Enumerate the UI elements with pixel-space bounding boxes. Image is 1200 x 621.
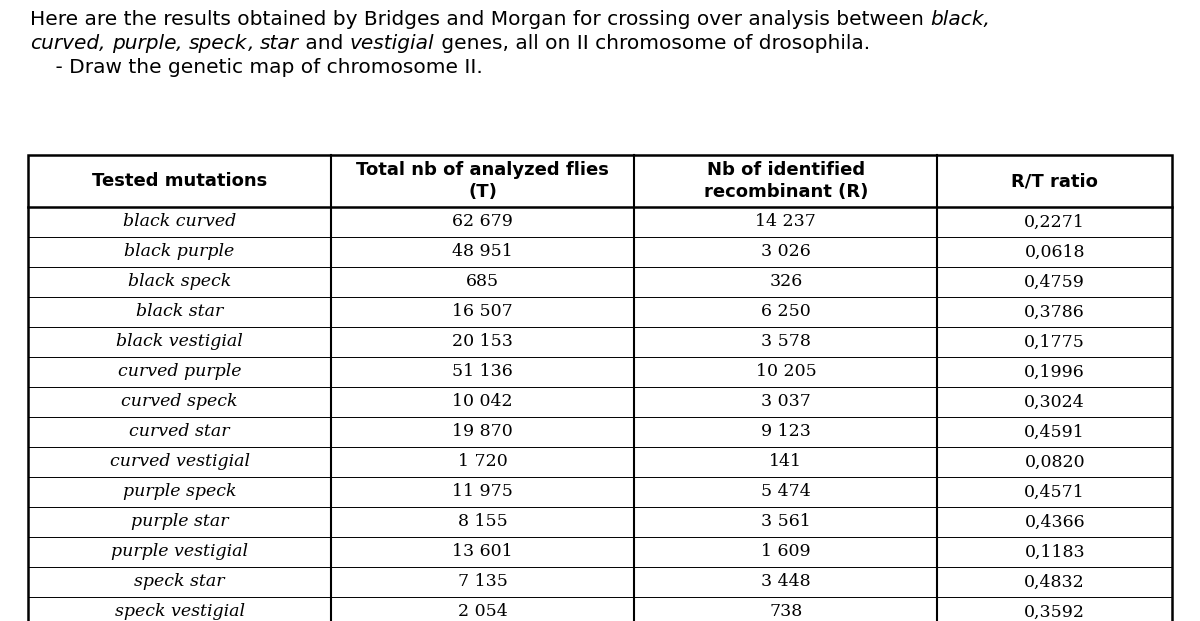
Text: Nb of identified
recombinant (R): Nb of identified recombinant (R) xyxy=(703,161,868,201)
Text: 20 153: 20 153 xyxy=(452,333,514,350)
Text: purple star: purple star xyxy=(131,514,228,530)
Text: 0,1996: 0,1996 xyxy=(1025,363,1085,381)
Text: 16 507: 16 507 xyxy=(452,304,514,320)
Text: 9 123: 9 123 xyxy=(761,424,811,440)
Text: black,: black, xyxy=(930,10,990,29)
Text: genes, all on II chromosome of drosophila.: genes, all on II chromosome of drosophil… xyxy=(434,34,870,53)
Text: 7 135: 7 135 xyxy=(458,574,508,591)
Bar xyxy=(28,155,1172,621)
Text: 3 026: 3 026 xyxy=(761,243,811,260)
Text: Here are the results obtained by Bridges and Morgan for crossing over analysis b: Here are the results obtained by Bridges… xyxy=(30,10,930,29)
Text: curved speck: curved speck xyxy=(121,394,238,410)
Text: 5 474: 5 474 xyxy=(761,484,811,501)
Text: 2 054: 2 054 xyxy=(458,604,508,620)
Text: 3 578: 3 578 xyxy=(761,333,811,350)
Text: 51 136: 51 136 xyxy=(452,363,514,381)
Text: speck vestigial: speck vestigial xyxy=(114,604,245,620)
Text: purple vestigial: purple vestigial xyxy=(112,543,248,561)
Text: 0,1775: 0,1775 xyxy=(1025,333,1085,350)
Text: 3 561: 3 561 xyxy=(761,514,811,530)
Text: 10 205: 10 205 xyxy=(756,363,816,381)
Text: 0,4591: 0,4591 xyxy=(1025,424,1085,440)
Text: 11 975: 11 975 xyxy=(452,484,514,501)
Text: purple speck: purple speck xyxy=(122,484,236,501)
Text: 685: 685 xyxy=(466,273,499,291)
Text: and: and xyxy=(299,34,350,53)
Text: 48 951: 48 951 xyxy=(452,243,514,260)
Text: speck star: speck star xyxy=(134,574,224,591)
Text: purple: purple xyxy=(112,34,176,53)
Text: - Draw the genetic map of chromosome II.: - Draw the genetic map of chromosome II. xyxy=(30,58,482,77)
Text: ,: , xyxy=(100,34,112,53)
Text: curved: curved xyxy=(30,34,100,53)
Text: 3 037: 3 037 xyxy=(761,394,811,410)
Text: Tested mutations: Tested mutations xyxy=(92,172,268,190)
Text: black vestigial: black vestigial xyxy=(116,333,242,350)
Text: 326: 326 xyxy=(769,273,803,291)
Text: 62 679: 62 679 xyxy=(452,214,514,230)
Text: 10 042: 10 042 xyxy=(452,394,514,410)
Text: black purple: black purple xyxy=(125,243,235,260)
Text: 14 237: 14 237 xyxy=(756,214,816,230)
Text: 0,2271: 0,2271 xyxy=(1025,214,1085,230)
Text: 0,1183: 0,1183 xyxy=(1025,543,1085,561)
Text: ,: , xyxy=(247,34,260,53)
Text: curved star: curved star xyxy=(130,424,230,440)
Text: 0,0618: 0,0618 xyxy=(1025,243,1085,260)
Text: Total nb of analyzed flies
(T): Total nb of analyzed flies (T) xyxy=(356,161,610,201)
Text: 0,3786: 0,3786 xyxy=(1025,304,1085,320)
Text: 1 720: 1 720 xyxy=(458,453,508,471)
Text: R/T ratio: R/T ratio xyxy=(1012,172,1098,190)
Text: 0,4571: 0,4571 xyxy=(1025,484,1085,501)
Text: 141: 141 xyxy=(769,453,803,471)
Text: curved purple: curved purple xyxy=(118,363,241,381)
Text: 0,3024: 0,3024 xyxy=(1025,394,1085,410)
Text: speck: speck xyxy=(190,34,247,53)
Text: 19 870: 19 870 xyxy=(452,424,514,440)
Text: ,: , xyxy=(176,34,190,53)
Text: 0,3592: 0,3592 xyxy=(1025,604,1085,620)
Text: 1 609: 1 609 xyxy=(761,543,811,561)
Text: black speck: black speck xyxy=(128,273,232,291)
Text: 13 601: 13 601 xyxy=(452,543,514,561)
Text: 0,4366: 0,4366 xyxy=(1025,514,1085,530)
Text: 6 250: 6 250 xyxy=(761,304,811,320)
Text: 0,4832: 0,4832 xyxy=(1025,574,1085,591)
Text: black star: black star xyxy=(136,304,223,320)
Text: 8 155: 8 155 xyxy=(458,514,508,530)
Text: vestigial: vestigial xyxy=(350,34,434,53)
Text: 3 448: 3 448 xyxy=(761,574,811,591)
Text: 0,0820: 0,0820 xyxy=(1025,453,1085,471)
Text: 738: 738 xyxy=(769,604,803,620)
Text: star: star xyxy=(260,34,299,53)
Text: black curved: black curved xyxy=(122,214,236,230)
Text: curved vestigial: curved vestigial xyxy=(109,453,250,471)
Text: 0,4759: 0,4759 xyxy=(1025,273,1085,291)
